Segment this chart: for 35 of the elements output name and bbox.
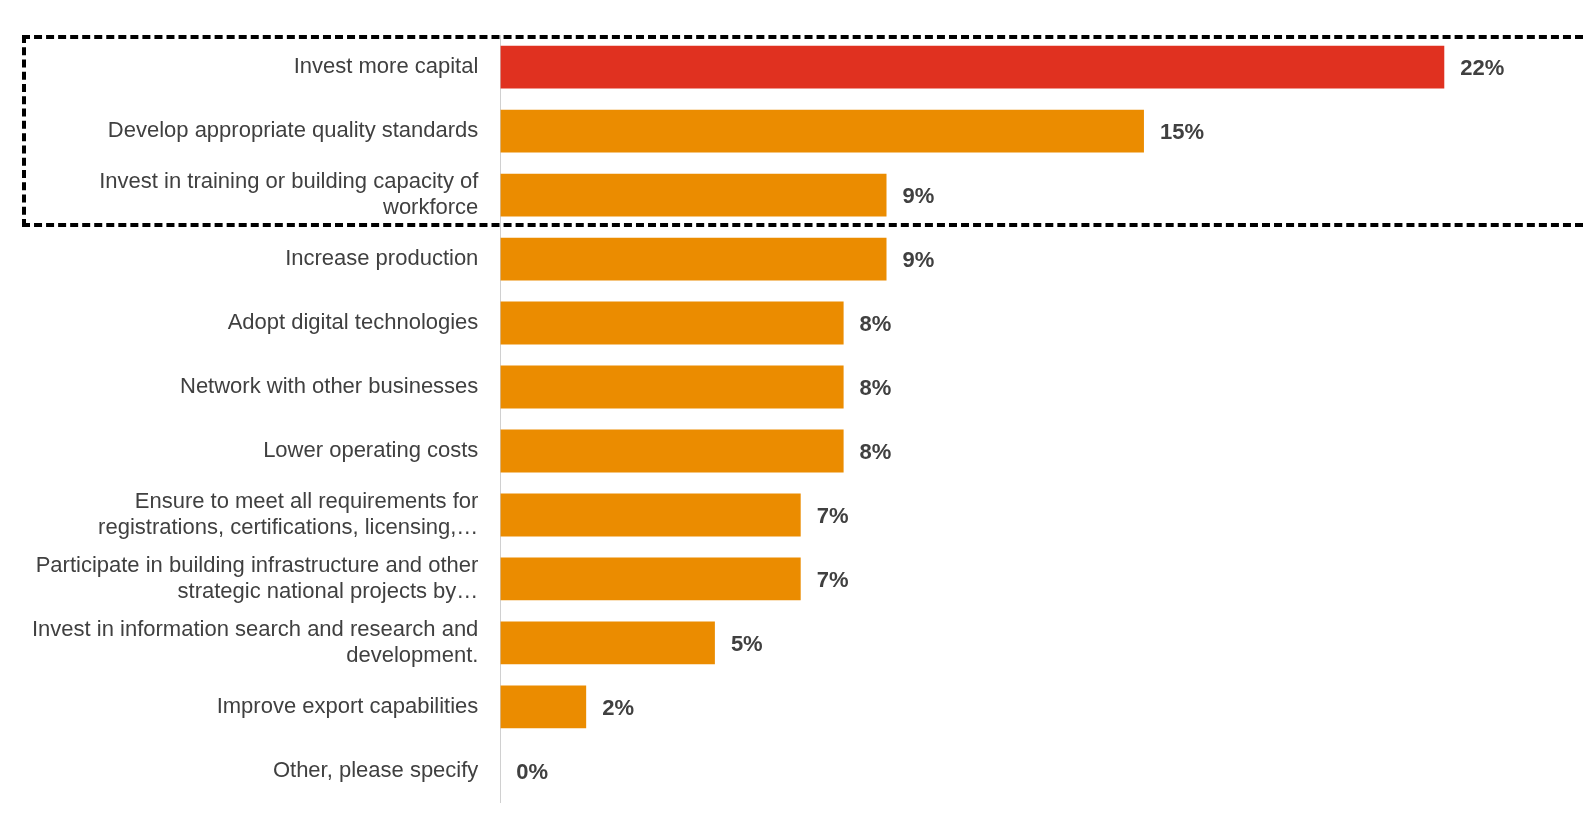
- y-tick-label: Increase production: [285, 245, 479, 271]
- data-label: 7%: [816, 503, 849, 529]
- y-tick-label: Network with other businesses: [180, 373, 479, 399]
- y-tick-label: Participate in building infrastructure and other strategic national projects by…: [35, 551, 479, 604]
- data-label: 22%: [1460, 55, 1505, 81]
- data-label: 15%: [1159, 119, 1204, 145]
- bar: [500, 621, 715, 665]
- bar: [500, 493, 801, 537]
- y-tick-label: Invest more capital: [293, 53, 479, 79]
- bar: [500, 237, 887, 281]
- y-tick-label: Develop appropriate quality standards: [107, 117, 479, 143]
- bar: [500, 45, 1445, 89]
- data-label: 0%: [516, 758, 549, 784]
- data-label: 7%: [816, 566, 849, 592]
- data-label: 9%: [902, 183, 935, 209]
- y-tick-label: Lower operating costs: [263, 437, 479, 463]
- bar: [500, 685, 587, 729]
- y-tick-label: Other, please specify: [272, 756, 479, 782]
- y-tick-label: Invest in training or building capacity of workforce: [99, 167, 480, 220]
- data-label: 2%: [602, 694, 634, 720]
- data-label: 9%: [902, 247, 935, 273]
- data-label: 5%: [730, 630, 763, 656]
- y-tick-label: Ensure to meet all requirements for registrations, certifications, licensing,…: [98, 487, 479, 540]
- data-label: 8%: [859, 375, 892, 401]
- bar: [500, 557, 801, 601]
- y-tick-label: Adopt digital technologies: [227, 309, 479, 335]
- bar: [500, 301, 844, 345]
- data-label: 8%: [859, 311, 892, 337]
- bar: [500, 365, 844, 409]
- bar: [500, 173, 887, 217]
- bar: [500, 429, 844, 473]
- y-tick-label: Invest in information search and research and development.: [32, 615, 479, 668]
- bar: [500, 109, 1144, 153]
- data-label: 8%: [859, 439, 892, 465]
- y-tick-label: Improve export capabilities: [216, 692, 479, 718]
